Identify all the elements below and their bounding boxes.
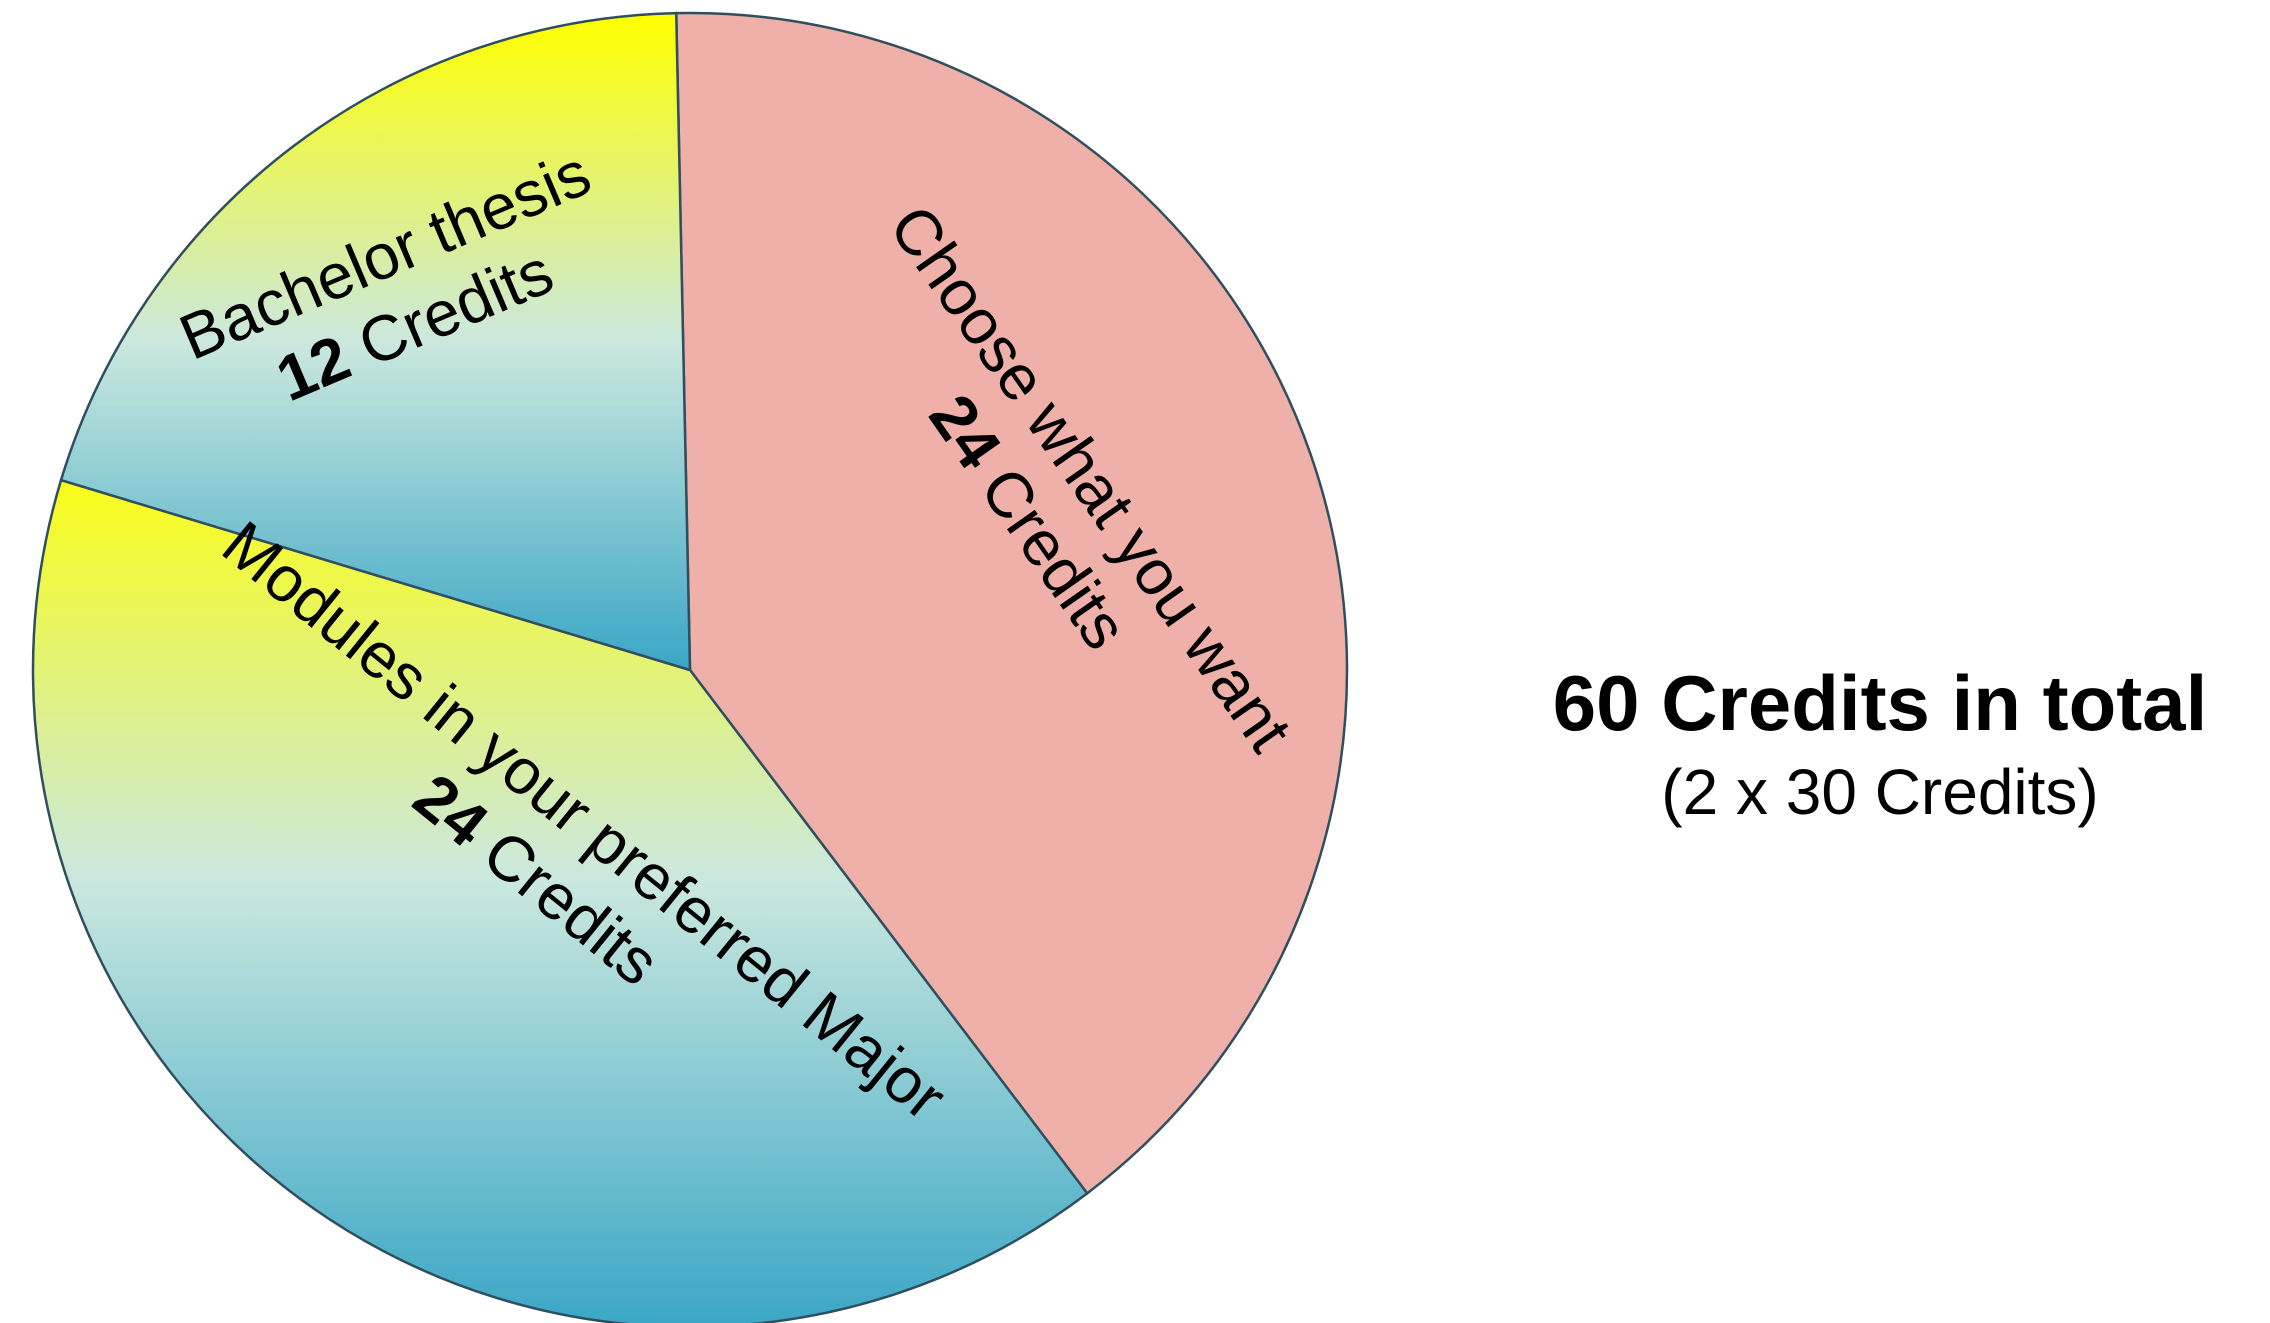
pie-slice-major (31, 478, 1089, 1323)
total-breakdown: (2 x 30 Credits) (1661, 756, 2099, 828)
total-credits: 60 Credits in total (1552, 659, 2208, 747)
pie-slice-choose (674, 11, 1349, 1196)
total-summary: 60 Credits in total (2 x 30 Credits) (1510, 655, 2250, 833)
pie-slice-thesis (59, 11, 692, 672)
